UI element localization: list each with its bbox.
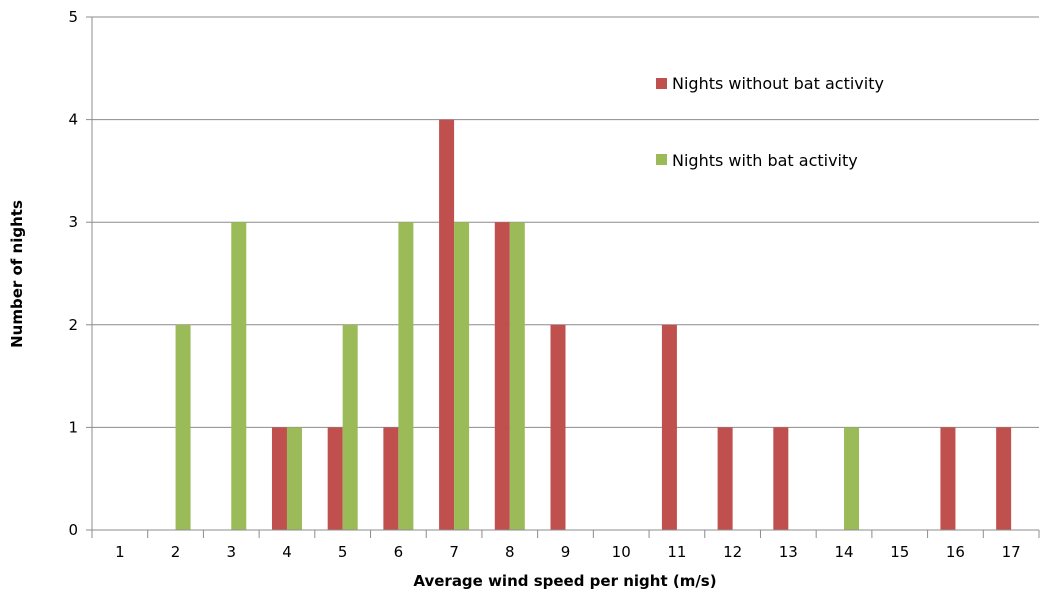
x-tick-label: 15 (890, 543, 909, 561)
x-tick-label: 5 (338, 543, 348, 561)
bar-with-activity-7 (454, 222, 470, 530)
legend-swatch-with-activity (656, 154, 667, 165)
bar-without-activity-17 (996, 427, 1012, 530)
bar-without-activity-4 (271, 427, 287, 530)
x-tick-label: 17 (1002, 543, 1021, 561)
y-tick-label: 1 (68, 418, 78, 436)
x-tick-label: 7 (449, 543, 459, 561)
bar-without-activity-13 (773, 427, 789, 530)
x-tick-label: 14 (834, 543, 853, 561)
bar-with-activity-14 (844, 427, 860, 530)
x-tick-label: 16 (946, 543, 965, 561)
legend-swatch-without-activity (656, 78, 667, 89)
bar-without-activity-8 (494, 222, 510, 530)
x-axis-ticks: 1 2 3 4 5 6 7 8 9 10 11 12 13 14 15 16 17 (91, 530, 1040, 561)
x-tick-label: 12 (723, 543, 742, 561)
y-tick-label: 3 (68, 213, 78, 231)
x-tick-label: 13 (779, 543, 798, 561)
bar-without-activity-6 (383, 427, 399, 530)
bar-without-activity-9 (550, 324, 566, 530)
bar-with-activity-4 (286, 427, 302, 530)
legend-label-with-activity: Nights with bat activity (672, 151, 858, 170)
y-axis-title: Number of nights (8, 200, 26, 348)
bar-without-activity-11 (661, 324, 677, 530)
x-tick-label: 11 (667, 543, 686, 561)
x-tick-label: 4 (282, 543, 292, 561)
x-tick-label: 3 (226, 543, 236, 561)
bar-with-activity-3 (231, 222, 247, 530)
axes (91, 17, 1039, 531)
gridlines (92, 16, 1039, 428)
legend-label-without-activity: Nights without bat activity (672, 74, 884, 93)
x-tick-label: 10 (612, 543, 631, 561)
y-tick-label: 0 (68, 521, 78, 539)
y-axis-ticks: 0 1 2 3 4 5 (68, 8, 92, 539)
x-tick-label: 9 (561, 543, 571, 561)
x-tick-label: 1 (115, 543, 125, 561)
x-tick-label: 8 (505, 543, 515, 561)
bar-without-activity-5 (327, 427, 343, 530)
y-tick-label: 2 (68, 316, 78, 334)
bar-with-activity-5 (342, 324, 358, 530)
bar-with-activity-2 (175, 324, 191, 530)
x-tick-label: 2 (171, 543, 181, 561)
bar-without-activity-7 (439, 119, 455, 530)
bar-with-activity-8 (509, 222, 525, 530)
bar-with-activity-6 (398, 222, 414, 530)
y-tick-label: 4 (68, 111, 78, 129)
bar-without-activity-12 (717, 427, 733, 530)
legend: Nights without bat activity Nights with … (656, 74, 884, 170)
x-tick-label: 6 (394, 543, 404, 561)
bar-without-activity-16 (940, 427, 956, 530)
bars (175, 119, 1012, 530)
y-tick-label: 5 (68, 8, 78, 26)
x-axis-title: Average wind speed per night (m/s) (413, 572, 716, 590)
